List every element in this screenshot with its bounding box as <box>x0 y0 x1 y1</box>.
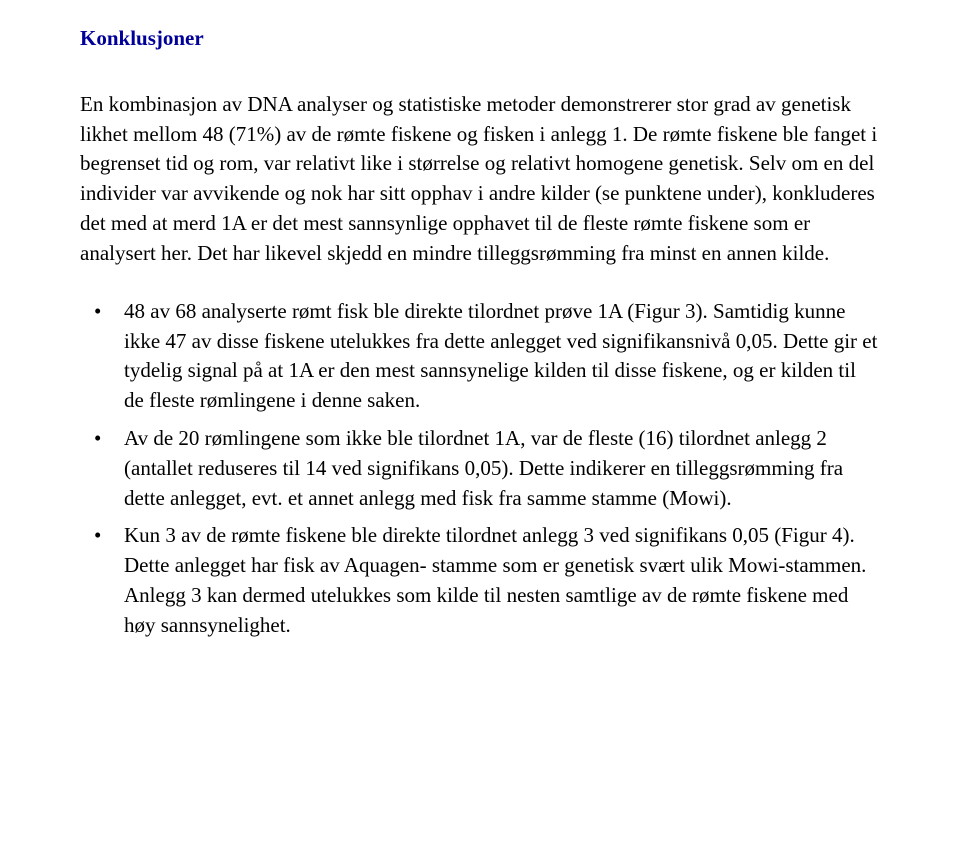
section-heading: Konklusjoner <box>80 24 880 54</box>
list-item: Av de 20 rømlingene som ikke ble tilordn… <box>80 424 880 513</box>
document-page: Konklusjoner En kombinasjon av DNA analy… <box>0 0 960 689</box>
bullet-list: 48 av 68 analyserte rømt fisk ble direkt… <box>80 297 880 641</box>
list-item: 48 av 68 analyserte rømt fisk ble direkt… <box>80 297 880 416</box>
intro-paragraph: En kombinasjon av DNA analyser og statis… <box>80 90 880 269</box>
list-item: Kun 3 av de rømte fiskene ble direkte ti… <box>80 521 880 640</box>
